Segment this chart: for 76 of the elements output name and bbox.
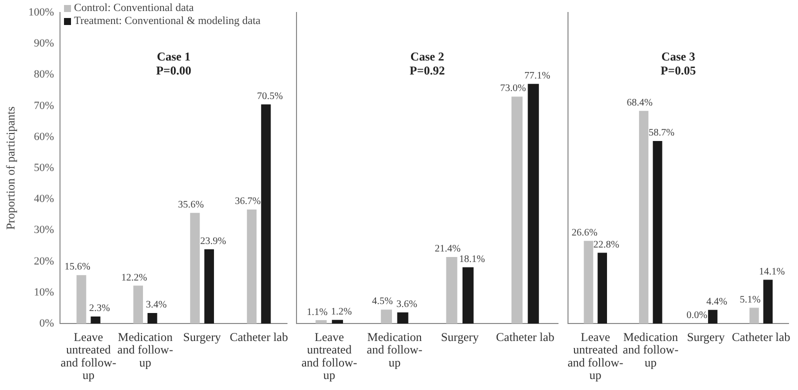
annotation: Case 3 P=0.05 [660, 50, 696, 78]
y-tick-label: 90% [34, 38, 54, 50]
bar [763, 280, 773, 324]
data-label: 14.1% [759, 266, 785, 278]
bar [76, 275, 86, 324]
data-label: 0.0% [686, 310, 708, 322]
bar [332, 320, 344, 324]
data-label: 4.5% [372, 296, 393, 308]
bar [528, 84, 539, 324]
x-tick-label: Leave untreated and follow-up [568, 330, 624, 382]
data-label: 3.6% [396, 299, 418, 310]
data-label: 15.6% [64, 262, 90, 273]
x-tick-label: Leave untreated and follow-up [301, 330, 358, 382]
bar [261, 104, 271, 324]
legend-label: Control: Conventional data [74, 2, 194, 14]
bar [204, 249, 214, 324]
x-tick-label: Surgery [686, 330, 725, 344]
data-label: 23.9% [200, 236, 226, 247]
data-label: 18.1% [459, 254, 485, 265]
data-label: 4.4% [706, 296, 728, 308]
y-tick-label: 40% [34, 193, 54, 206]
y-tick-label: 100% [28, 6, 54, 18]
data-label: 70.5% [257, 90, 283, 102]
bar [446, 257, 458, 324]
y-tick-label: 30% [34, 224, 54, 236]
data-label: 35.6% [178, 200, 204, 211]
bar [584, 240, 594, 324]
y-axis-title: Proportion of participants [3, 106, 18, 230]
y-tick-label: 20% [34, 255, 54, 268]
y-tick-label: 50% [34, 162, 54, 174]
x-tick-label: Catheter lab [496, 330, 554, 344]
x-tick-label: Surgery [440, 330, 479, 344]
y-tick-label: 0% [39, 317, 54, 330]
bar [462, 267, 474, 324]
data-label: 1.2% [331, 306, 352, 318]
bar [397, 312, 408, 324]
data-label: 36.7% [234, 196, 261, 208]
bar [708, 310, 718, 324]
bar [380, 310, 392, 324]
bar [133, 286, 143, 324]
bar [190, 212, 200, 324]
data-label: 26.6% [572, 228, 598, 238]
data-label: 3.4% [146, 300, 167, 311]
bar [598, 252, 608, 324]
data-label: 22.8% [593, 239, 620, 250]
bar [652, 141, 662, 324]
bar [316, 320, 327, 324]
bar [246, 209, 257, 324]
annotation: Case 1 P=0.00 [156, 50, 192, 78]
bar [511, 96, 523, 324]
data-label: 12.2% [121, 272, 148, 284]
bar [749, 308, 759, 324]
data-label: 2.3% [89, 303, 110, 314]
y-tick-label: 10% [34, 286, 54, 298]
bar [90, 316, 100, 324]
x-tick-label: Catheter lab [732, 330, 790, 344]
x-tick-label: Medication and follow-up [117, 330, 174, 370]
y-tick-label: 70% [34, 100, 54, 112]
x-tick-label: Catheter lab [230, 330, 288, 344]
data-label: 77.1% [524, 70, 550, 82]
data-label: 21.4% [434, 244, 461, 255]
bar [639, 110, 648, 324]
data-label: 1.1% [306, 306, 328, 318]
x-tick-label: Medication and follow-up [622, 330, 678, 370]
data-label: 5.1% [740, 294, 761, 306]
annotation: Case 2 P=0.92 [410, 50, 445, 78]
data-label: 73.0% [500, 83, 526, 94]
y-tick-label: 80% [34, 68, 54, 81]
x-tick-label: Leave untreated and follow-up [60, 330, 116, 382]
data-label: 68.4% [626, 98, 653, 108]
x-tick-label: Surgery [183, 330, 221, 344]
legend-label: Treatment: Conventional & modeling data [74, 15, 261, 27]
x-tick-label: Medication and follow-up [366, 330, 422, 370]
y-tick-label: 60% [34, 130, 54, 143]
data-label: 58.7% [648, 128, 674, 139]
bar [148, 313, 158, 324]
